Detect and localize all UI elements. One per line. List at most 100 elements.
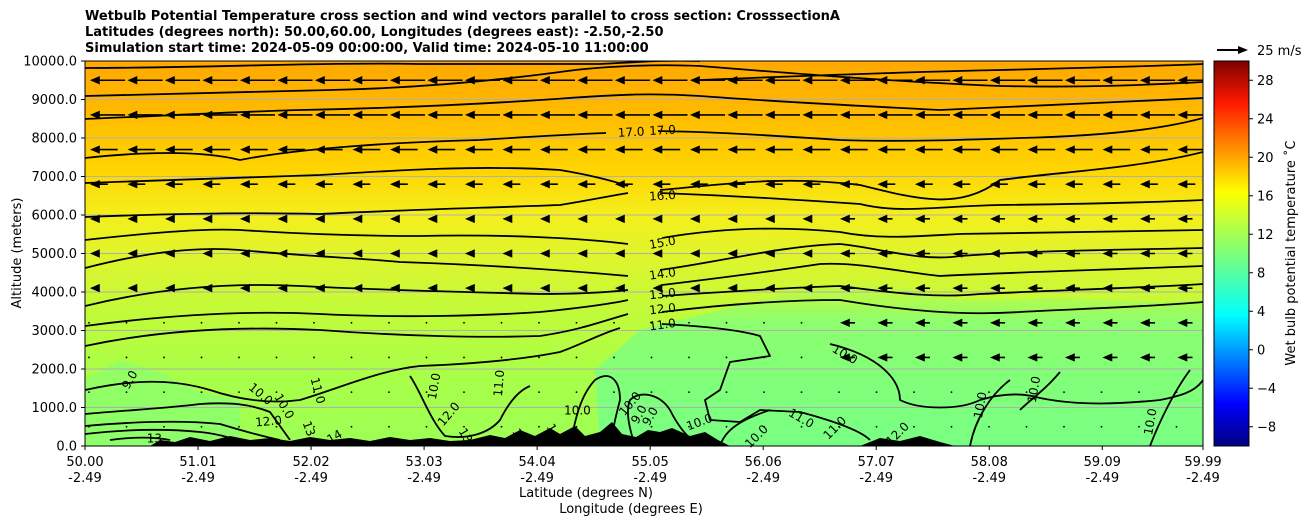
wind-vector <box>1139 249 1155 258</box>
contour-line <box>1149 369 1191 446</box>
wind-vector <box>500 425 503 428</box>
wind-vector <box>427 249 438 258</box>
wind-vector <box>127 110 163 120</box>
wind-vector <box>614 179 633 189</box>
colorbar-tick-label: 8 <box>1257 266 1265 281</box>
wind-vector <box>689 110 725 120</box>
wind-vector <box>352 179 371 189</box>
wind-vector <box>502 179 521 189</box>
contour-line <box>659 192 1203 210</box>
wind-vector <box>614 145 643 154</box>
wind-vector <box>502 249 513 258</box>
wind-vector <box>1102 249 1118 258</box>
chart-title-line-3: Simulation start time: 2024-05-09 00:00:… <box>85 41 649 56</box>
wind-vector <box>1064 145 1093 154</box>
wind-vector <box>1177 145 1203 154</box>
y-tick-label: 2000.0 <box>32 363 78 378</box>
wind-vector <box>202 76 238 85</box>
wind-vector <box>502 145 531 154</box>
wind-vector <box>89 249 100 258</box>
wind-vector <box>802 214 813 224</box>
wind-vector <box>989 318 1005 328</box>
wind-vector <box>425 356 428 359</box>
wind-vector <box>1027 214 1043 224</box>
x-tick-label-lon: -2.49 <box>633 471 667 486</box>
wind-vector <box>577 179 596 189</box>
wind-vector <box>164 110 200 120</box>
colorbar-tick-label: 12 <box>1257 228 1274 243</box>
wind-vector <box>238 321 240 324</box>
wind-vector <box>689 145 718 154</box>
contour-label: 10.0 <box>971 391 989 420</box>
x-axis: 50.00-2.4951.01-2.4952.02-2.4953.03-2.49… <box>66 446 1222 486</box>
wind-vector <box>1177 249 1193 258</box>
wind-vector <box>275 425 278 428</box>
wind-vector <box>989 249 1005 258</box>
wind-vector <box>839 249 855 258</box>
wind-vector <box>314 76 350 85</box>
wind-vector <box>1139 283 1155 293</box>
wind-vector <box>577 76 613 85</box>
contour-line <box>627 393 701 446</box>
wind-vector <box>463 391 465 393</box>
wind-vector <box>500 391 503 393</box>
wind-vector <box>538 391 540 393</box>
wind-vector <box>164 179 183 189</box>
wind-vector <box>613 425 615 428</box>
wind-vector <box>614 283 625 293</box>
wind-vector <box>1064 249 1080 258</box>
wind-vector <box>313 356 315 359</box>
wind-vector <box>988 391 990 393</box>
wind-vector <box>202 179 221 189</box>
wind-vector <box>800 391 803 393</box>
wind-vector <box>388 391 390 393</box>
wind-vector <box>352 283 363 293</box>
wind-vector <box>313 425 315 428</box>
contour-line <box>409 375 531 438</box>
wind-vector <box>838 425 840 428</box>
wind-vector <box>952 145 981 154</box>
wind-vector <box>689 179 708 189</box>
wind-vector <box>725 391 728 393</box>
contour-line <box>85 284 629 307</box>
wind-vector <box>650 321 653 324</box>
wind-vector <box>202 214 213 224</box>
y-tick-label: 10000.0 <box>23 55 77 70</box>
wind-vector <box>427 76 463 85</box>
wind-vector <box>389 145 418 154</box>
wind-vector <box>125 321 128 324</box>
wind-vector <box>764 283 775 293</box>
wind-vector <box>613 321 615 324</box>
colorbar-tick-label: 0 <box>1257 343 1265 358</box>
wind-vector <box>650 425 653 428</box>
wind-vector <box>1027 76 1063 85</box>
contour-line <box>85 167 629 187</box>
wind-vector <box>464 249 475 258</box>
wind-vector <box>314 110 350 120</box>
wind-vector <box>914 353 930 362</box>
wind-vector <box>202 283 213 293</box>
wind-vector <box>913 391 915 393</box>
contour-line <box>109 436 171 441</box>
wind-vector <box>202 249 213 258</box>
wind-vector <box>427 110 463 120</box>
wind-vector <box>688 321 690 324</box>
wind-vector <box>652 214 663 224</box>
wind-vector <box>127 76 163 85</box>
wind-vector <box>350 356 353 359</box>
x-tick-label-lat: 59.09 <box>1084 455 1121 470</box>
wind-vector <box>1064 318 1080 328</box>
wind-vector <box>464 283 475 293</box>
colorbar-tick-label: 4 <box>1257 305 1265 320</box>
wind-vector <box>950 425 953 428</box>
wind-vector <box>952 179 971 189</box>
wind-vector <box>952 110 988 120</box>
wind-vector <box>1177 76 1203 85</box>
colorbar <box>1213 60 1250 447</box>
y-tick-label: 1000.0 <box>32 401 78 416</box>
y-axis: 0.0 1000.0 2000.0 3000.0 4000.0 5000.0 6000.0 7… <box>23 55 85 455</box>
wind-vector <box>652 145 681 154</box>
wind-vector <box>577 214 588 224</box>
x-axis-label-2: Longitude (degrees E) <box>559 502 703 517</box>
